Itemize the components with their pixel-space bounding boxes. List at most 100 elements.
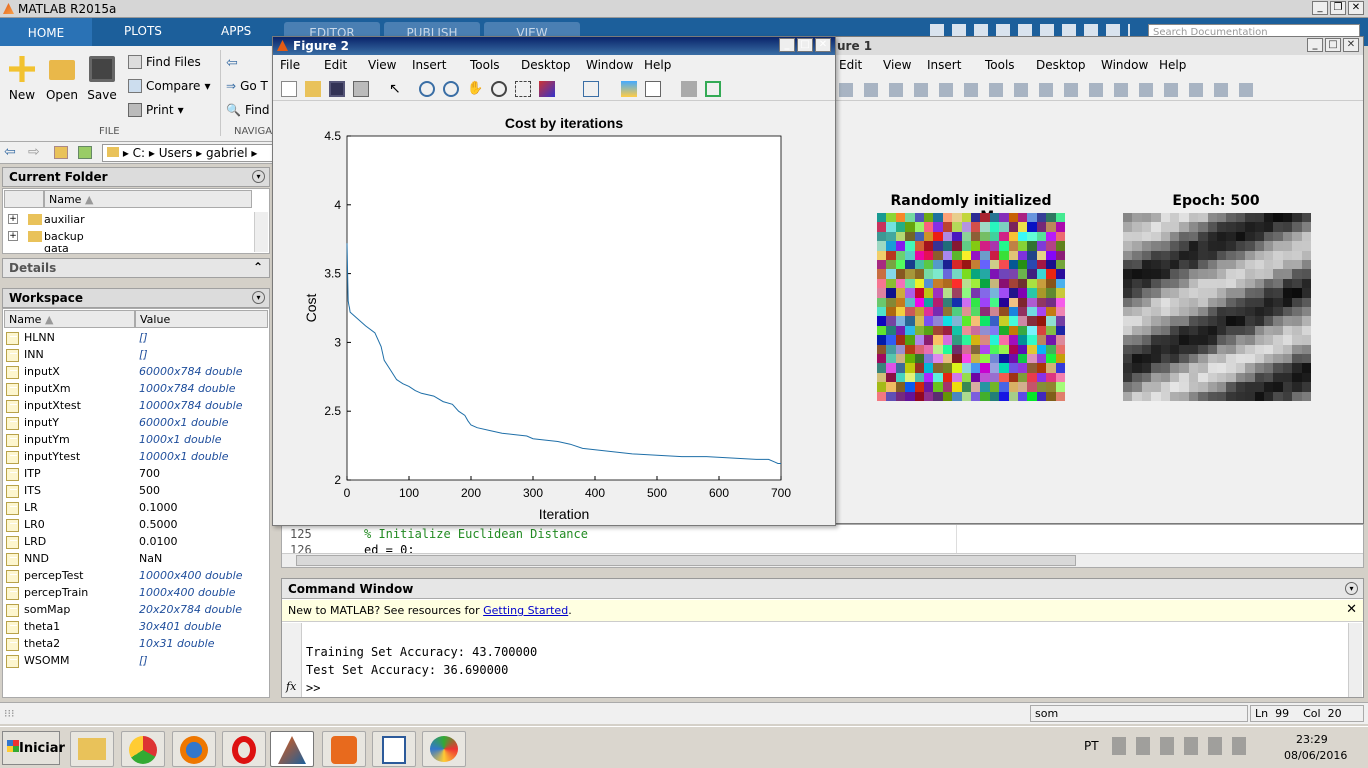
menu-edit[interactable]: Edit [324, 58, 348, 72]
up-folder-icon[interactable] [54, 146, 68, 159]
menu-file[interactable]: File [280, 58, 301, 72]
menu-desktop[interactable]: Desktop [1036, 58, 1086, 72]
menu-tools[interactable]: Tools [470, 58, 500, 72]
chevron-up-icon[interactable]: ⌃ [252, 260, 263, 274]
table-row[interactable]: inputYtest 10000x1 double [6, 449, 268, 466]
pan-icon[interactable]: ✋ [467, 81, 484, 96]
toolbar-icons[interactable] [839, 83, 1259, 97]
legend-icon[interactable] [645, 81, 661, 97]
path-users[interactable]: Users [158, 146, 193, 160]
folder-scrollbar[interactable] [254, 212, 268, 252]
open-button[interactable]: Open [42, 56, 82, 102]
table-row[interactable]: ITS 500 [6, 483, 268, 500]
clock-date[interactable]: 08/06/2016 [1284, 749, 1348, 762]
folder-name-column-header[interactable]: Name ▲ [44, 190, 252, 208]
list-item[interactable]: data [6, 246, 252, 254]
path-drive[interactable]: C: [132, 146, 146, 160]
go-to-button[interactable]: ⇒ Go T [226, 79, 268, 93]
table-row[interactable]: inputYm 1000x1 double [6, 432, 268, 449]
colorbar-icon[interactable] [621, 81, 637, 97]
table-row[interactable]: HLNN [] [6, 330, 268, 347]
menu-desktop[interactable]: Desktop [521, 58, 571, 72]
restore-button[interactable]: ❐ [1330, 1, 1346, 15]
back-icon[interactable]: ⇦ [4, 144, 16, 160]
new-figure-icon[interactable] [281, 81, 297, 97]
back-nav-button[interactable]: ⇦ [226, 55, 238, 71]
explorer-taskbar-icon[interactable] [70, 731, 114, 767]
table-row[interactable]: NND NaN [6, 551, 268, 568]
table-row[interactable]: LR 0.1000 [6, 500, 268, 517]
panel-actions-icon[interactable]: ▾ [1345, 582, 1358, 595]
print-figure-icon[interactable] [353, 81, 369, 97]
open-file-icon[interactable] [305, 81, 321, 97]
data-cursor-icon[interactable] [515, 81, 531, 97]
brush-icon[interactable] [539, 81, 555, 97]
table-row[interactable]: theta2 10x31 double [6, 636, 268, 653]
clock-time[interactable]: 23:29 [1296, 733, 1328, 746]
menu-help[interactable]: Help [644, 58, 672, 72]
find-button[interactable]: 🔍 Find [226, 103, 270, 117]
table-row[interactable]: theta1 30x401 double [6, 619, 268, 636]
opera-taskbar-icon[interactable] [222, 731, 266, 767]
print-button[interactable]: Print ▾ [128, 103, 184, 117]
expand-icon[interactable]: + [8, 231, 18, 241]
command-vscrollbar[interactable] [1348, 623, 1362, 697]
maximize-button[interactable]: □ [797, 38, 813, 52]
file-type-column-header[interactable] [4, 190, 44, 208]
save-figure-icon[interactable] [329, 81, 345, 97]
panel-actions-icon[interactable]: ▾ [252, 291, 265, 304]
tab-apps[interactable]: APPS [221, 24, 252, 38]
firefox-taskbar-icon[interactable] [172, 731, 216, 767]
table-row[interactable]: inputX 60000x784 double [6, 364, 268, 381]
writer-taskbar-icon[interactable] [372, 731, 416, 767]
details-header[interactable]: Details ⌃ [2, 258, 270, 278]
menu-window[interactable]: Window [1101, 58, 1149, 72]
menu-window[interactable]: Window [586, 58, 634, 72]
language-indicator[interactable]: PT [1084, 739, 1099, 753]
compare-button[interactable]: Compare ▾ [128, 79, 210, 93]
workspace-name-column-header[interactable]: Name ▲ [4, 310, 135, 328]
menu-insert[interactable]: Insert [927, 58, 962, 72]
table-row[interactable]: percepTrain 1000x400 double [6, 585, 268, 602]
expand-icon[interactable]: + [8, 214, 18, 224]
menu-view[interactable]: View [883, 58, 912, 72]
link-plot-icon[interactable] [583, 81, 599, 97]
rotate-icon[interactable] [491, 81, 507, 97]
menu-insert[interactable]: Insert [412, 58, 447, 72]
close-button[interactable]: ✕ [1343, 38, 1359, 52]
zoom-in-icon[interactable] [419, 81, 435, 97]
workspace-value-column-header[interactable]: Value [135, 310, 268, 328]
show-plot-tools-icon[interactable] [705, 81, 721, 97]
matlab-taskbar-icon[interactable] [270, 731, 314, 767]
close-button[interactable]: ✕ [815, 38, 831, 52]
code-comment[interactable]: % Initialize Euclidean Distance [364, 527, 588, 541]
minimize-button[interactable]: _ [1312, 1, 1328, 15]
chrome-taskbar-icon[interactable] [121, 731, 165, 767]
edit-plot-icon[interactable]: ↖ [389, 81, 401, 97]
tab-home[interactable]: HOME [0, 18, 92, 46]
forward-icon[interactable]: ⇨ [28, 144, 40, 160]
function-browser-icon[interactable]: fx [286, 680, 297, 693]
zoom-out-icon[interactable] [443, 81, 459, 97]
find-files-button[interactable]: Find Files [128, 55, 201, 69]
minimize-button[interactable]: _ [1307, 38, 1323, 52]
save-button[interactable]: Save [82, 56, 122, 102]
system-tray-icons[interactable] [1112, 737, 1256, 755]
minimize-button[interactable]: _ [779, 38, 795, 52]
table-row[interactable]: WSOMM [] [6, 653, 268, 670]
table-row[interactable]: inputXtest 10000x784 double [6, 398, 268, 415]
getting-started-link[interactable]: Getting Started [483, 604, 569, 617]
menu-edit[interactable]: Edit [839, 58, 863, 72]
list-item[interactable]: + auxiliar [6, 212, 252, 229]
browse-folder-icon[interactable] [78, 146, 92, 159]
tab-plots[interactable]: PLOTS [124, 24, 162, 38]
menu-view[interactable]: View [368, 58, 397, 72]
table-row[interactable]: inputXm 1000x784 double [6, 381, 268, 398]
table-row[interactable]: percepTest 10000x400 double [6, 568, 268, 585]
command-prompt[interactable]: >> [306, 681, 321, 695]
table-row[interactable]: inputY 60000x1 double [6, 415, 268, 432]
menu-tools[interactable]: Tools [985, 58, 1015, 72]
hide-plot-tools-icon[interactable] [681, 81, 697, 97]
panel-actions-icon[interactable]: ▾ [252, 170, 265, 183]
list-item[interactable]: + backup [6, 229, 252, 246]
